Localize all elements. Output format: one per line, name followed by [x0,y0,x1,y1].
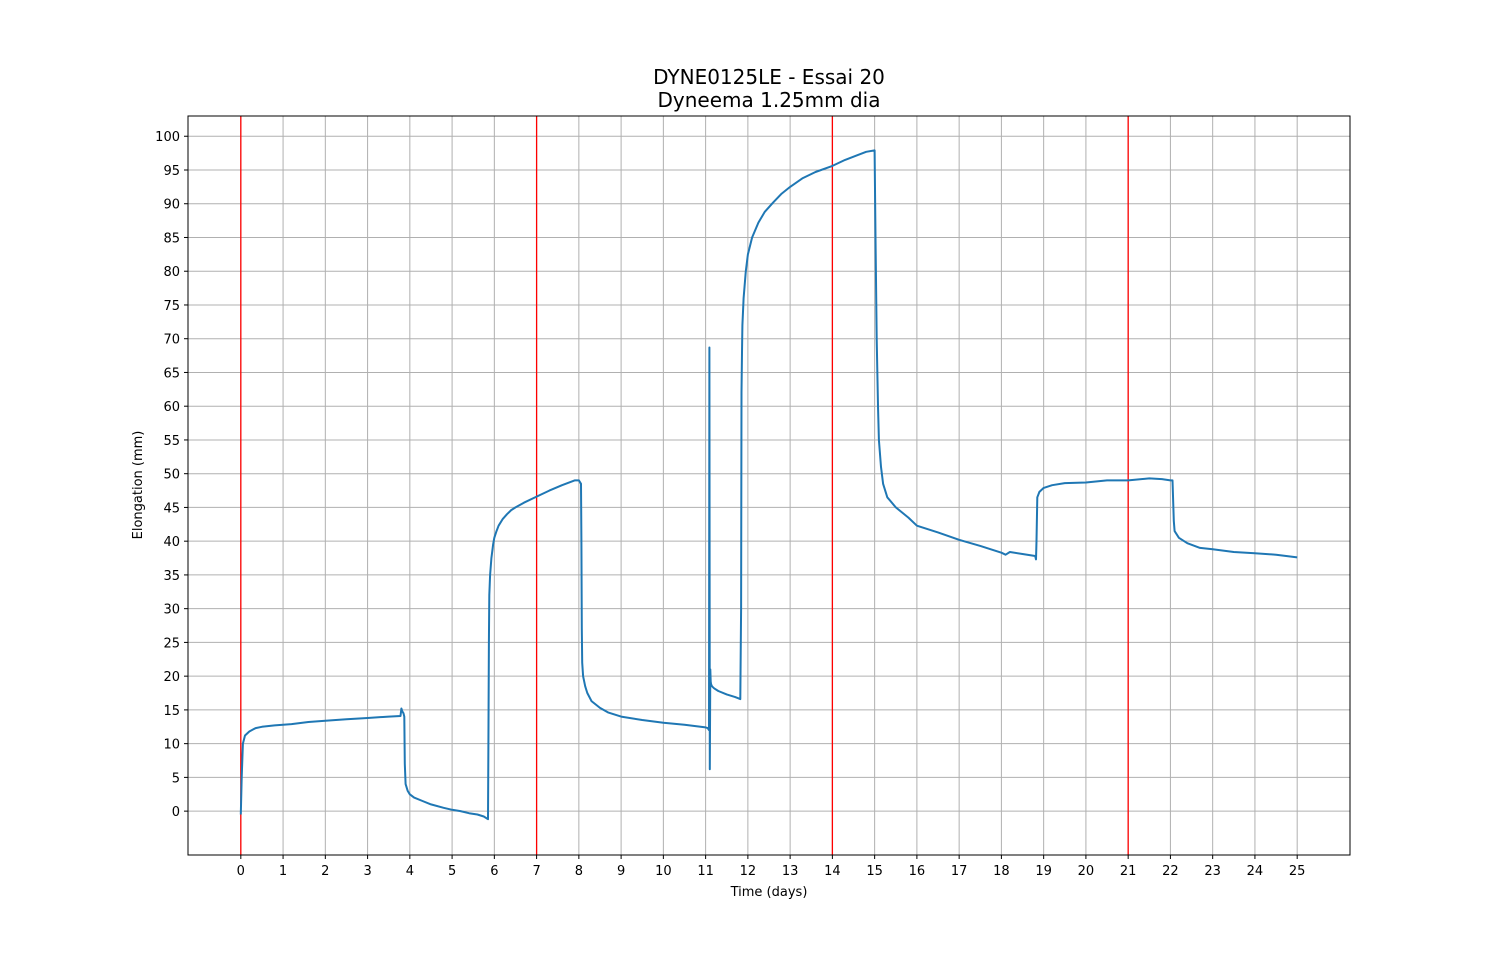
y-tick-label: 50 [163,468,180,483]
x-tick-label: 17 [951,864,968,879]
x-axis-label: Time (days) [730,885,808,900]
x-tick-label: 7 [532,864,540,879]
x-tick-label: 21 [1120,864,1137,879]
y-tick-label: 20 [163,670,180,685]
y-tick-label: 80 [163,265,180,280]
series [239,149,1298,821]
chart-subtitle: Dyneema 1.25mm dia [658,88,881,112]
y-tick-label: 35 [163,569,180,584]
y-tick-label: 60 [163,400,180,415]
x-tick-label: 3 [363,864,371,879]
chart-title: DYNE0125LE - Essai 20 [653,65,885,89]
y-tick-label: 70 [163,333,180,348]
y-tick-label: 0 [172,805,180,820]
y-tick-label: 25 [163,636,180,651]
y-tick-label: 55 [163,434,180,449]
x-tick-label: 9 [617,864,625,879]
x-tick-label: 11 [697,864,714,879]
x-tick-label: 5 [448,864,456,879]
y-tick-label: 85 [163,231,180,246]
y-tick-label: 15 [163,704,180,719]
y-axis-ticks: 0 5 10 15 20 25 30 35 40 45 50 55 60 65 70 75 80 85 90 95 10… [155,130,188,820]
x-tick-label: 6 [490,864,498,879]
grid [188,116,1350,855]
x-tick-label: 13 [782,864,799,879]
y-tick-label: 40 [163,535,180,550]
y-tick-label: 90 [163,198,180,213]
x-tick-label: 20 [1078,864,1095,879]
y-axis-label: Elongation (mm) [131,431,146,540]
x-tick-label: 24 [1247,864,1264,879]
x-tick-label: 12 [740,864,757,879]
y-tick-label: 45 [163,501,180,516]
x-tick-label: 25 [1289,864,1306,879]
series-line-elongation [239,149,1298,821]
x-tick-label: 8 [575,864,583,879]
y-tick-label: 5 [172,771,180,786]
x-tick-label: 10 [655,864,672,879]
y-tick-label: 75 [163,299,180,314]
x-tick-label: 18 [993,864,1010,879]
x-tick-label: 2 [321,864,329,879]
y-tick-label: 100 [155,130,180,145]
y-tick-label: 95 [163,164,180,179]
y-tick-label: 10 [163,738,180,753]
plot-frame [187,115,1351,856]
x-tick-label: 0 [237,864,245,879]
y-tick-label: 30 [163,603,180,618]
x-tick-label: 22 [1162,864,1179,879]
x-tick-label: 15 [866,864,883,879]
x-tick-label: 23 [1204,864,1221,879]
x-tick-label: 14 [824,864,841,879]
x-tick-label: 4 [406,864,414,879]
y-tick-label: 65 [163,366,180,381]
x-tick-label: 19 [1035,864,1052,879]
x-tick-label: 1 [279,864,287,879]
x-axis-ticks: 0 1 2 3 4 5 6 7 8 9 10 11 12 13 14 15 16 17 18 19 20 21 22 23 24… [237,855,1306,879]
x-tick-label: 16 [909,864,926,879]
weekly-markers [240,116,1129,855]
